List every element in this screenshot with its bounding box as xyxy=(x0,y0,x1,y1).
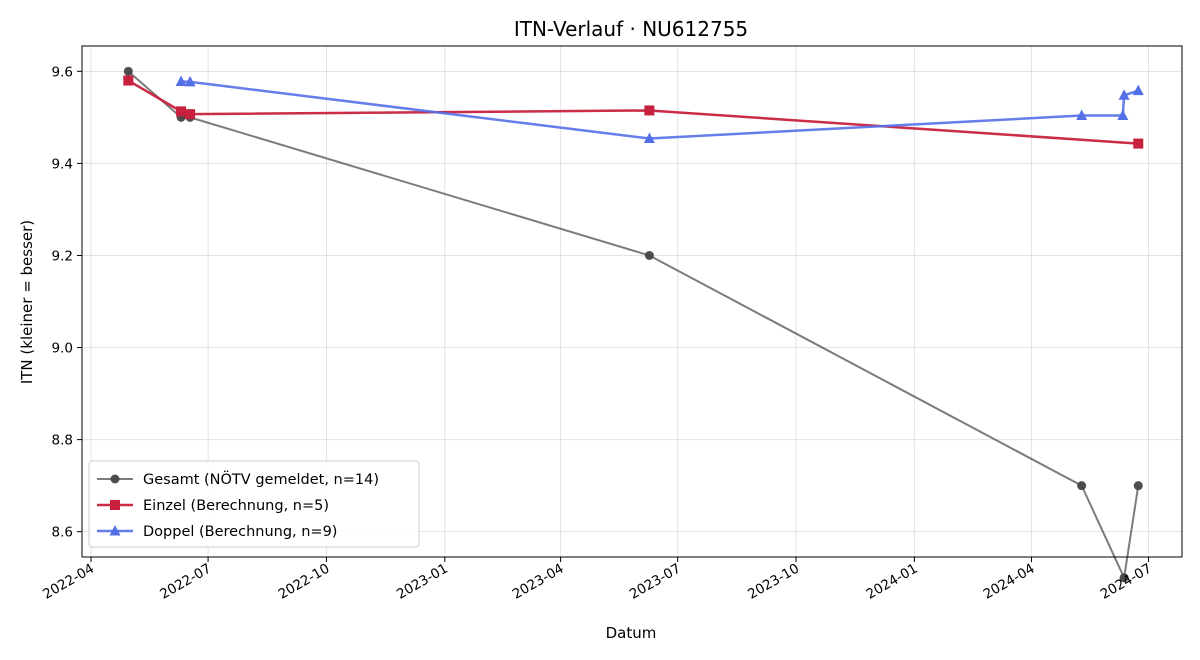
legend-marker xyxy=(109,525,121,536)
plot-frame xyxy=(81,45,1183,558)
legend-marker xyxy=(110,500,120,510)
data-point xyxy=(175,75,187,86)
series-layer xyxy=(123,66,1144,583)
x-tick-label: 2023-07 xyxy=(627,561,684,603)
x-tick-label: 2024-01 xyxy=(864,561,921,603)
legend-label: Einzel (Berechnung, n=5) xyxy=(143,498,329,514)
data-point xyxy=(1118,89,1130,100)
legend-box xyxy=(88,460,420,548)
series-2 xyxy=(123,75,1144,149)
data-point xyxy=(1077,481,1087,491)
data-point xyxy=(1133,481,1143,491)
x-tick-label: 2022-10 xyxy=(276,561,333,603)
series-1 xyxy=(123,66,1143,583)
series-3 xyxy=(175,75,1144,144)
legend-marker xyxy=(110,474,120,484)
data-point xyxy=(1076,109,1088,121)
data-point xyxy=(176,106,187,117)
x-tick-label: 2022-04 xyxy=(40,561,97,603)
data-point xyxy=(1133,138,1144,149)
x-tick-label: 2024-04 xyxy=(981,561,1038,603)
data-point xyxy=(185,109,196,120)
legend-label: Gesamt (NÖTV gemeldet, n=14) xyxy=(143,470,379,488)
legend-label: Doppel (Berechnung, n=9) xyxy=(143,524,337,540)
chart-title: ITN-Verlauf · NU612755 xyxy=(514,17,748,41)
y-axis: 8.6 8.8 9.0 9.2 9.4 9.6 xyxy=(52,64,82,541)
x-tick-label: 2022-07 xyxy=(157,561,214,603)
data-point xyxy=(643,132,655,144)
y-axis-label: ITN (kleiner = besser) xyxy=(18,220,36,384)
x-axis-label: Datum xyxy=(606,624,657,642)
x-axis: 2022-04 2022-07 2022-10 2023-01 2023-04 2023-… xyxy=(40,557,1155,603)
x-tick-label: 2023-04 xyxy=(510,561,567,603)
data-point xyxy=(1132,84,1144,96)
y-tick-label: 9.0 xyxy=(52,341,73,357)
series-line xyxy=(127,79,1139,145)
data-point xyxy=(123,75,134,86)
x-tick-label: 2023-01 xyxy=(394,561,451,603)
y-tick-label: 9.6 xyxy=(52,64,73,80)
data-point xyxy=(644,250,654,260)
x-tick-label: 2023-10 xyxy=(745,561,802,603)
y-tick-label: 8.8 xyxy=(52,433,73,449)
data-point xyxy=(644,105,655,116)
legend: Gesamt (NÖTV gemeldet, n=14) Einzel (Bere… xyxy=(88,460,420,548)
data-point xyxy=(184,75,196,87)
data-point xyxy=(1117,109,1129,121)
y-tick-label: 9.2 xyxy=(52,248,73,264)
data-point xyxy=(1119,573,1129,583)
y-tick-label: 8.6 xyxy=(52,525,73,541)
y-tick-label: 9.4 xyxy=(52,156,73,172)
data-point xyxy=(123,66,133,76)
